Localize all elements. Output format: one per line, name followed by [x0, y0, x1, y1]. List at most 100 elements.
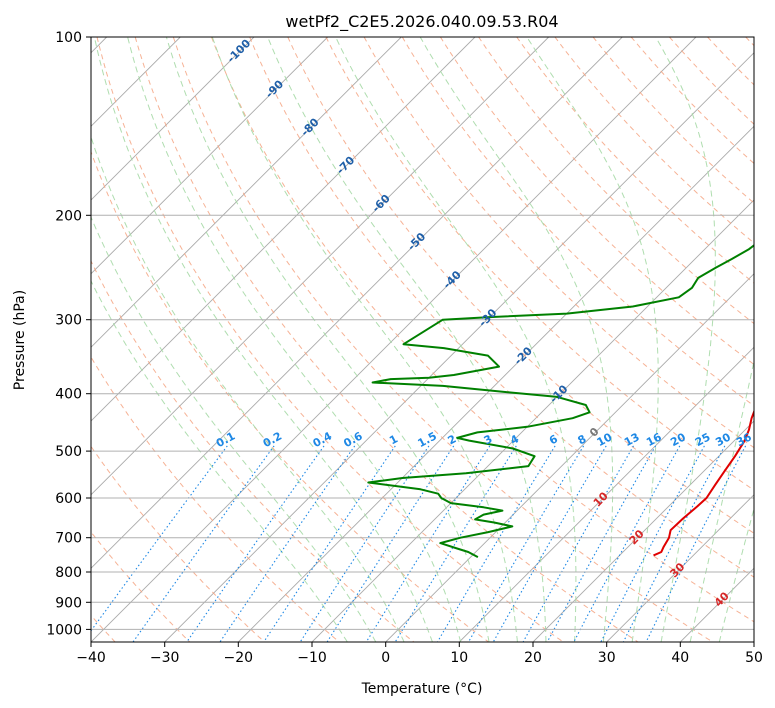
y-tick-label: 1000 [46, 622, 82, 638]
isotherm-line [91, 37, 697, 642]
isotherm-line [91, 37, 623, 569]
y-tick-label: 900 [55, 595, 82, 611]
moist-adiabat-line [419, 37, 614, 642]
moist-adiabat-label: -100 [225, 37, 254, 66]
moist-adiabat-label: -40 [441, 268, 464, 291]
dry-adiabat-line [134, 37, 639, 642]
moist-adiabat-line [655, 37, 716, 642]
y-tick-label: 200 [55, 208, 82, 224]
isotherm-line [385, 273, 754, 642]
mixing-ratio-label: 6 [547, 432, 560, 447]
dry-adiabat-line [211, 37, 754, 623]
y-tick-label: 600 [55, 491, 82, 507]
isotherm-line [91, 37, 402, 348]
mixing-ratio-line [132, 445, 275, 642]
dry-adiabat-line [707, 37, 754, 86]
y-tick-label: 700 [55, 531, 82, 547]
mixing-ratio-line [219, 445, 356, 642]
mixing-ratio-line [436, 445, 556, 642]
dry-adiabat-line [439, 37, 754, 366]
dry-adiabat-line [478, 37, 754, 325]
y-tick-label: 100 [55, 30, 82, 46]
mixing-ratio-label: 0.2 [261, 429, 284, 450]
x-tick-label: 20 [524, 650, 542, 666]
isotherm-line [91, 37, 550, 496]
isotherm-line [753, 641, 754, 642]
mixing-ratio-label: 1.5 [416, 429, 439, 450]
mixing-ratio-label: 25 [693, 430, 713, 449]
mixing-ratio-line [573, 445, 681, 642]
x-tick-label: −40 [76, 650, 106, 666]
dry-adiabat-label: 10 [591, 489, 611, 509]
y-tick-label: 300 [55, 313, 82, 329]
isotherm-line [458, 346, 754, 642]
x-tick-label: 50 [745, 650, 763, 666]
dry-adiabat-line [325, 37, 754, 491]
isotherm-line [532, 420, 754, 642]
moist-adiabat-line [91, 135, 405, 642]
isotherm-line [311, 199, 754, 642]
mixing-ratio-line [394, 445, 517, 642]
mixing-ratio-label: 0.1 [214, 429, 237, 450]
mixing-ratio-line [365, 445, 491, 642]
isotherm-line [237, 125, 754, 642]
y-axis-label: Pressure (hPa) [12, 290, 28, 390]
moist-adiabat-line [211, 37, 518, 642]
dry-adiabat-line [363, 37, 754, 449]
moist-adiabat-line [93, 37, 433, 642]
mixing-ratio-line [91, 445, 228, 632]
x-axis-label: Temperature (°C) [361, 681, 483, 697]
dry-adiabat-line [172, 37, 713, 642]
plot-frame [90, 36, 755, 643]
mixing-ratio-line [263, 445, 396, 642]
dry-adiabat-line [96, 37, 564, 642]
mixing-ratio-label: 20 [668, 430, 688, 449]
dry-adiabat-line [630, 37, 754, 165]
moist-adiabat-label: -60 [370, 192, 393, 215]
mixing-ratio-line [492, 445, 607, 642]
moist-adiabat-line [267, 37, 547, 642]
dewpoint-profile-line [367, 244, 754, 558]
dry-adiabat-line [401, 37, 754, 407]
moist-adiabat-line [165, 37, 490, 642]
mixing-ratio-line [326, 445, 455, 642]
mixing-ratio-line [600, 445, 705, 642]
dry-adiabat-line [91, 531, 191, 642]
x-tick-label: −30 [150, 650, 180, 666]
dry-adiabat-line [91, 445, 265, 642]
y-tick-label: 500 [55, 444, 82, 460]
isotherm-line [91, 37, 329, 275]
dry-adiabat-line [91, 150, 489, 642]
mixing-ratio-line [546, 445, 657, 642]
mixing-ratio-label: 10 [595, 430, 615, 449]
mixing-ratio-label: 2 [446, 432, 459, 447]
mixing-ratio-label: 1 [387, 432, 400, 447]
dry-adiabat-line [249, 37, 754, 578]
dry-adiabat-line [91, 356, 340, 642]
moist-adiabat-line [91, 215, 377, 642]
dry-adiabat-line [592, 37, 754, 204]
x-tick-label: 10 [450, 650, 468, 666]
mixing-ratio-line [522, 445, 634, 642]
dry-adiabat-line [91, 259, 415, 642]
moist-adiabat-line [718, 506, 754, 642]
isotherm-line [164, 52, 754, 642]
mixing-ratio-label: 8 [576, 432, 589, 447]
moist-adiabat-label: -10 [547, 382, 570, 405]
isotherm-line [606, 494, 754, 642]
dry-adiabat-line [516, 37, 754, 284]
isotherm-line [679, 567, 754, 642]
temperature-profile-line [653, 409, 754, 557]
moist-adiabat-line [127, 37, 462, 642]
mixing-ratio-label: 36 [734, 430, 754, 449]
moist-adiabat-label: -90 [263, 77, 286, 100]
mixing-ratio-line [186, 445, 325, 642]
y-tick-label: 800 [55, 565, 82, 581]
dry-adiabat-line [554, 37, 754, 244]
x-tick-label: 40 [671, 650, 689, 666]
mixing-ratio-label: 30 [713, 430, 733, 449]
dry-adiabat-label: 20 [627, 527, 647, 547]
mixing-ratio-label: 0.4 [311, 429, 335, 450]
moist-adiabat-line [526, 37, 659, 642]
